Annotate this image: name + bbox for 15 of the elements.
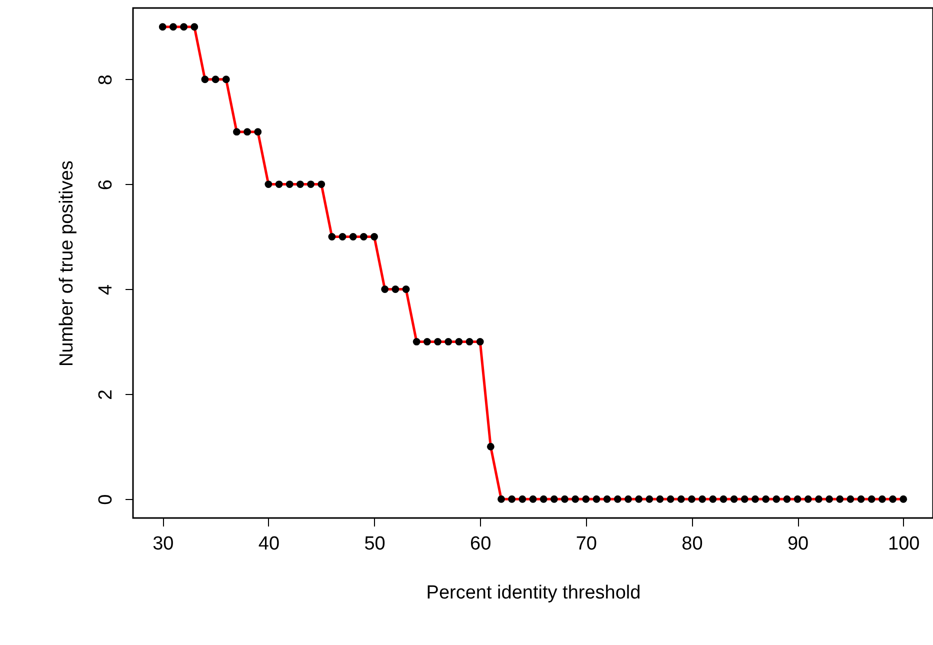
y-tick-label: 0: [96, 494, 116, 505]
x-tick-label: 40: [258, 534, 280, 554]
y-tick-label: 6: [96, 180, 116, 190]
x-tick-label: 50: [364, 534, 386, 554]
y-axis-title: Number of true positives: [56, 160, 78, 366]
x-axis-title: Percent identity threshold: [426, 582, 641, 604]
y-tick-label: 4: [96, 284, 116, 296]
y-tick-label: 8: [96, 74, 116, 86]
x-tick-label: 90: [787, 534, 809, 554]
x-tick-label: 30: [152, 534, 174, 554]
x-tick-label: 80: [682, 534, 703, 554]
x-tick-label: 100: [888, 534, 920, 554]
x-tick-label: 60: [470, 534, 492, 554]
y-tick-label: 2: [96, 389, 116, 400]
x-tick-label: 70: [576, 534, 597, 554]
